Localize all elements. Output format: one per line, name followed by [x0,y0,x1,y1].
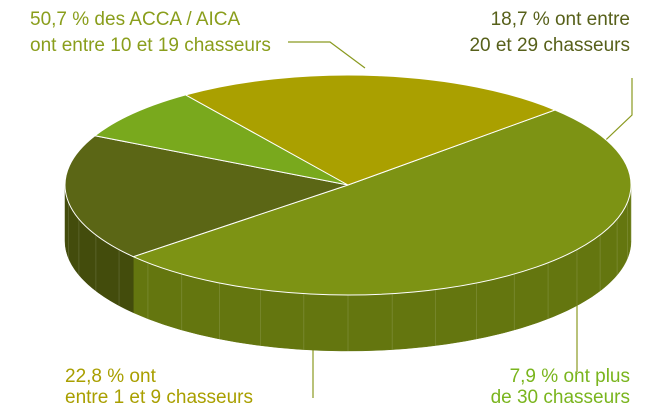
data-label: 18,7 % ont entre [491,9,630,30]
pie [64,74,632,352]
data-label: entre 1 et 9 chasseurs [65,387,253,407]
slice [64,135,350,258]
slice [131,109,632,296]
data-label: 50,7 % des ACCA / AICA [30,9,240,30]
data-label: 20 et 29 chasseurs [469,35,630,56]
data-label: 22,8 % ont [65,366,157,387]
data-label: 7,9 % ont plus [510,366,630,387]
slice [184,74,557,186]
data-label: de 30 chasseurs [491,387,630,407]
data-label: ont entre 10 et 19 chasseurs [30,35,271,56]
slice [93,94,349,186]
leader-line [288,41,366,69]
